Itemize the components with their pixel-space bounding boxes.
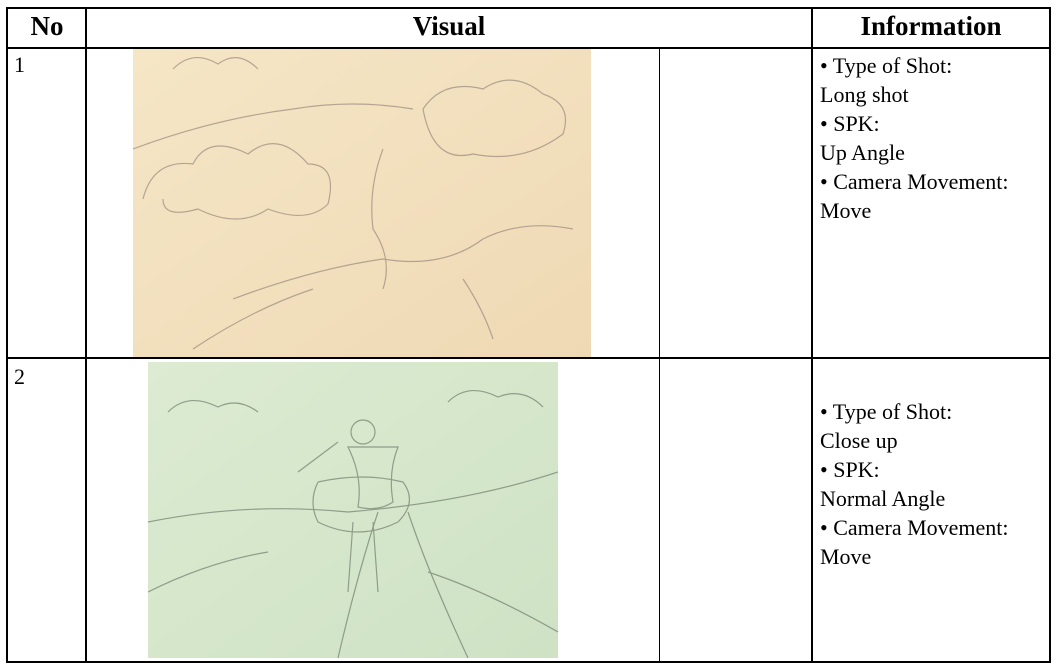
rule	[6, 661, 1051, 663]
row-number: 2	[14, 364, 25, 389]
rule	[1049, 7, 1051, 663]
info-line: Close up	[820, 428, 898, 453]
info-line: • Camera Movement:	[820, 169, 1009, 194]
header-cell: Information	[860, 11, 1002, 41]
info-line: • Type of Shot:	[820, 53, 953, 78]
info-line: • SPK:	[820, 457, 880, 482]
info-line: Move	[820, 198, 872, 223]
info-line: Up Angle	[820, 140, 905, 165]
info-cell: • Type of Shot: Long shot • SPK: Up Angle • …	[820, 51, 1009, 225]
rule	[85, 7, 87, 663]
rule	[6, 47, 1051, 49]
row-number: 1	[14, 52, 25, 77]
info-line: Normal Angle	[820, 486, 946, 511]
header-cell: No	[30, 11, 64, 41]
info-line: Move	[820, 544, 872, 569]
rule	[6, 7, 8, 663]
rule	[6, 7, 1051, 9]
info-line: • SPK:	[820, 111, 880, 136]
rule	[811, 7, 813, 663]
info-line: • Type of Shot:	[820, 399, 953, 424]
rule	[6, 357, 1051, 359]
sketch-image	[148, 362, 558, 658]
header-cell: Visual	[412, 11, 486, 41]
info-line: Long shot	[820, 82, 909, 107]
info-cell: • Type of Shot: Close up • SPK: Normal Angl…	[820, 397, 1009, 571]
sketch-image	[133, 49, 591, 357]
info-line: • Camera Movement:	[820, 515, 1009, 540]
rule	[659, 47, 660, 663]
